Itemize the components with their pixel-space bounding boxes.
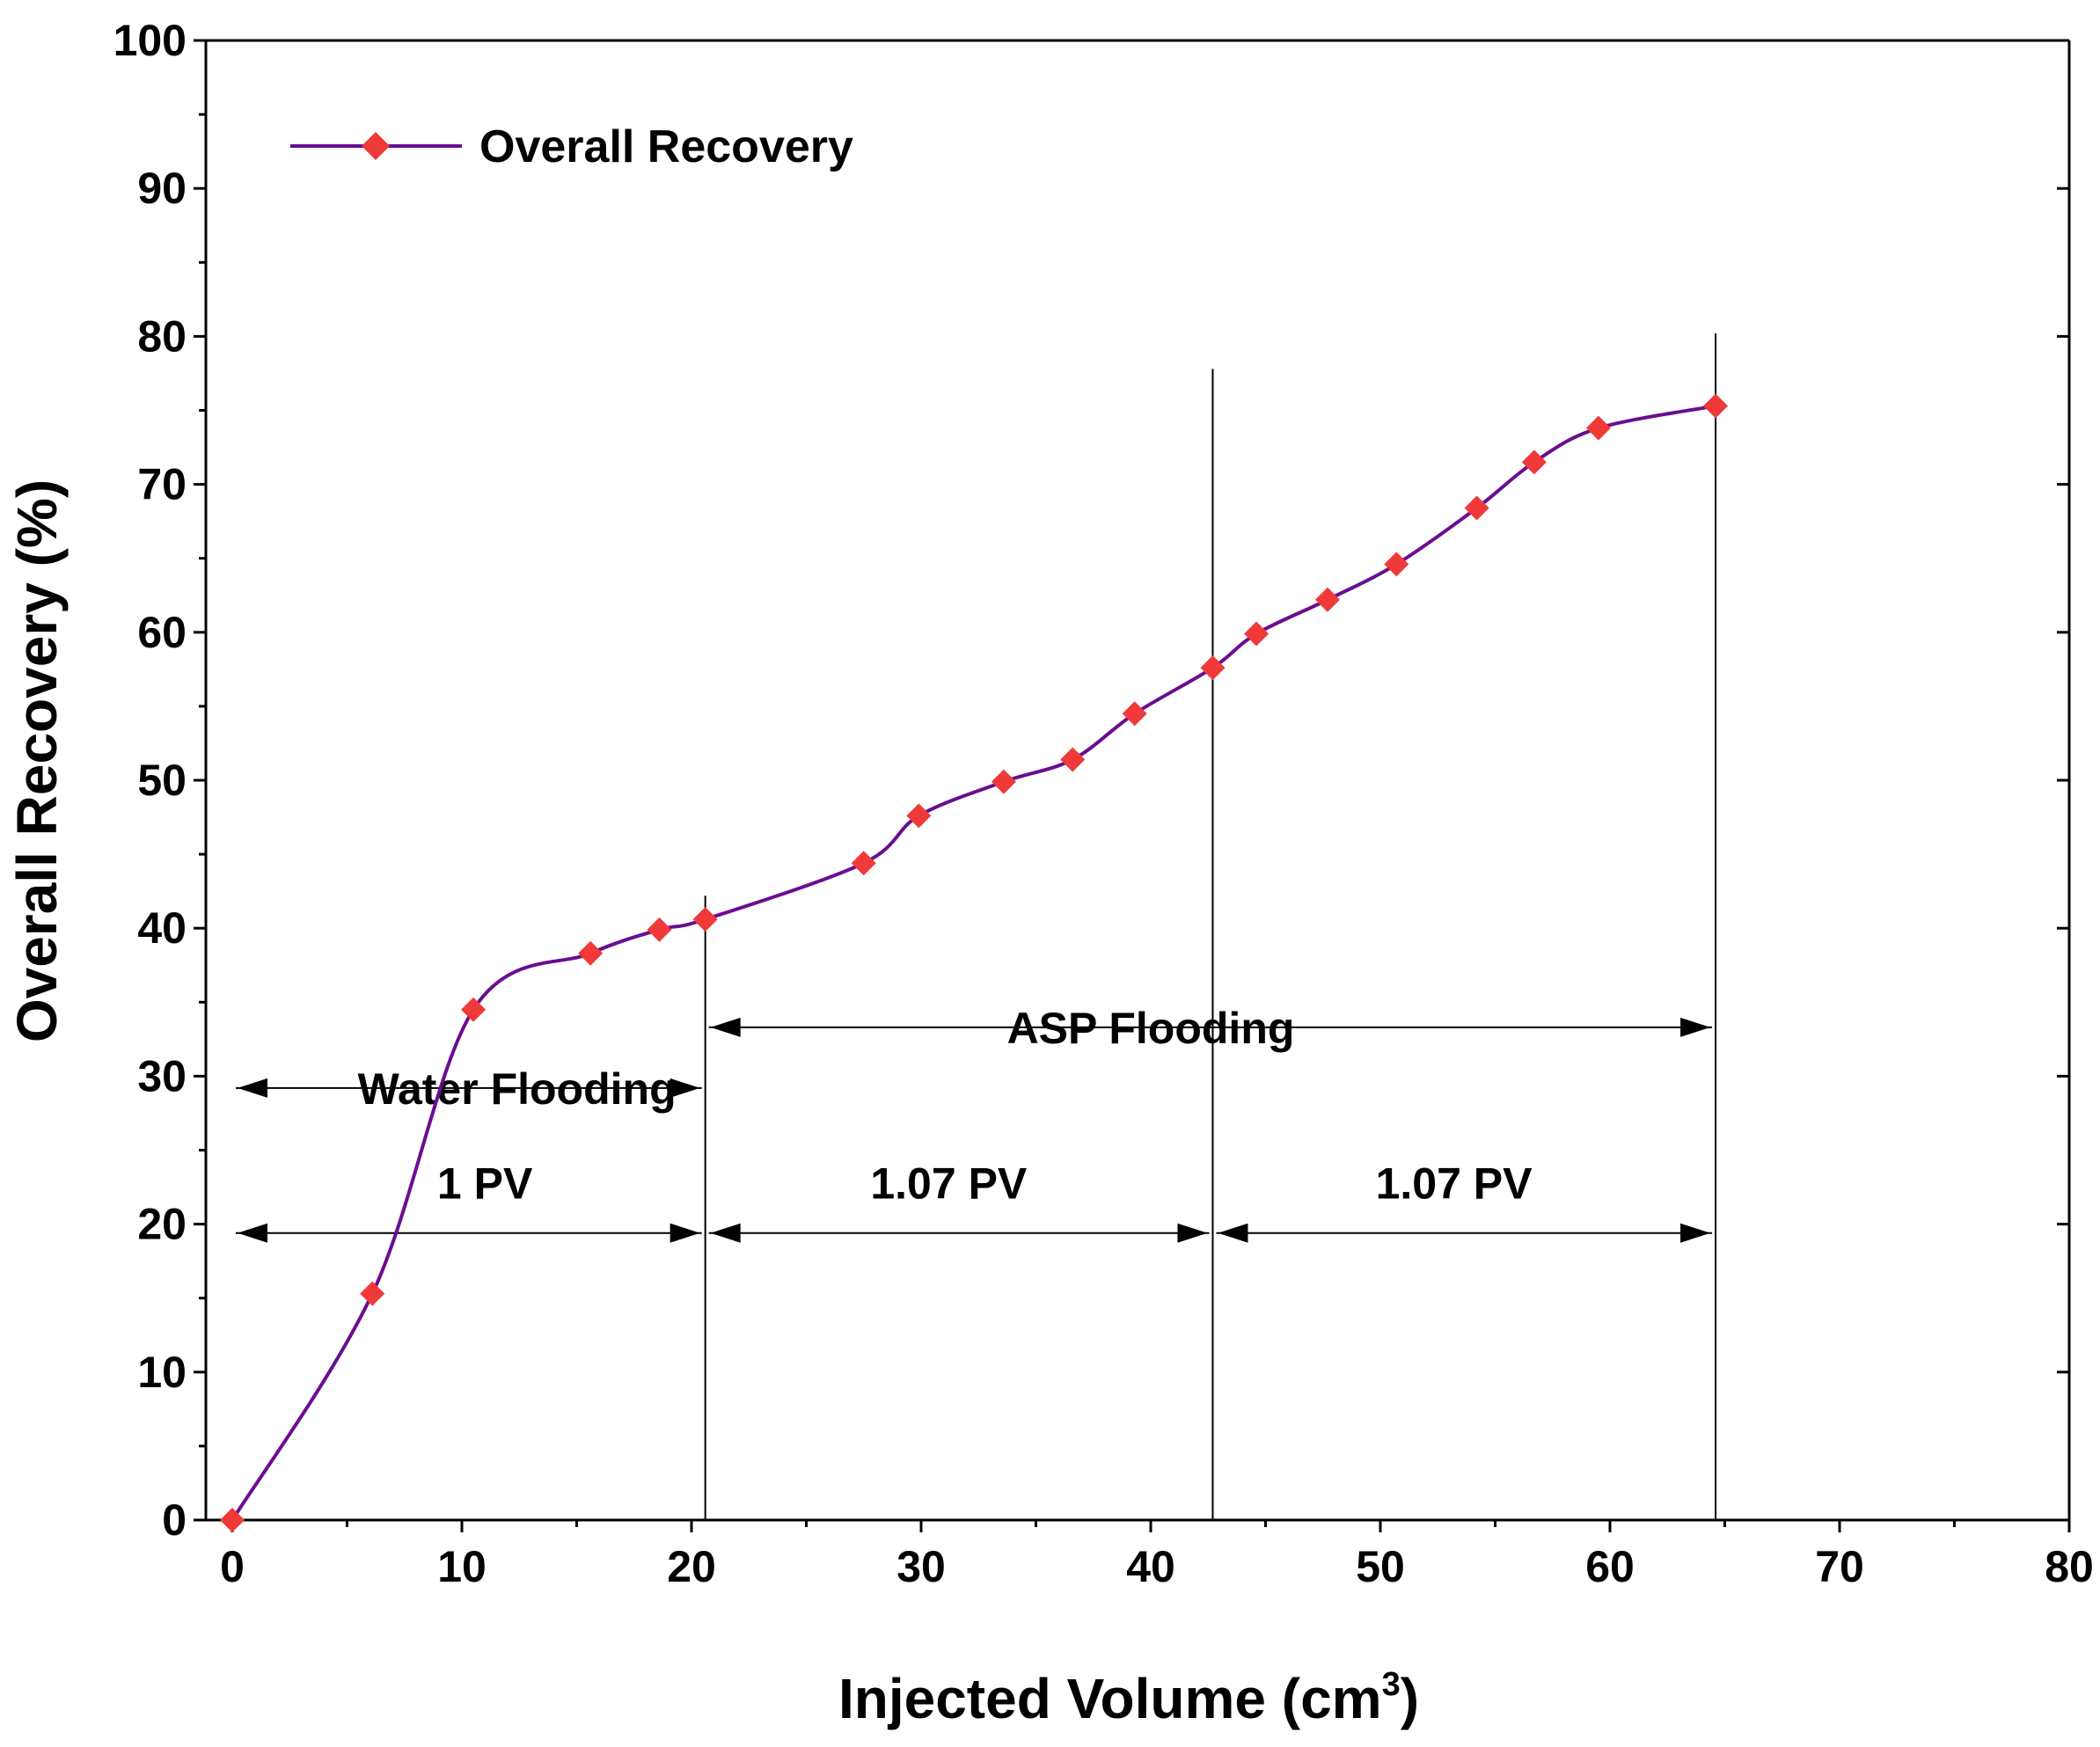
data-point-marker — [692, 907, 718, 932]
x-tick-label: 40 — [1126, 1542, 1175, 1591]
arrow-head — [238, 1078, 267, 1098]
arrow-head — [1218, 1223, 1248, 1243]
axis-ticks — [194, 39, 2071, 1532]
annotation-label: 1.07 PV — [870, 1159, 1028, 1209]
y-tick-label: 0 — [162, 1495, 187, 1545]
x-tick-label: 30 — [896, 1542, 946, 1591]
y-axis-title: Overall Recovery (%) — [5, 479, 69, 1042]
arrow-head — [710, 1223, 741, 1243]
data-point-marker — [1585, 415, 1611, 441]
y-tick-label: 80 — [137, 311, 187, 361]
x-tick-label: 60 — [1585, 1542, 1635, 1591]
x-axis-title-suffix: ) — [1401, 1667, 1419, 1730]
x-axis-title: Injected Volume (cm3) — [838, 1666, 1419, 1730]
plot-frame — [204, 39, 2071, 1522]
x-tick-label: 20 — [667, 1542, 716, 1591]
data-point-marker — [647, 917, 672, 942]
data-point-marker — [1060, 747, 1086, 772]
y-tick-label: 10 — [137, 1348, 187, 1397]
data-point-marker — [461, 997, 487, 1022]
data-point-marker — [1703, 393, 1729, 419]
x-tick-label: 10 — [437, 1542, 487, 1591]
y-tick-label: 100 — [113, 16, 187, 65]
series-layer — [220, 393, 1729, 1532]
y-tick-label: 60 — [137, 608, 187, 657]
data-point-marker — [906, 803, 932, 829]
x-tick-label: 0 — [220, 1542, 245, 1591]
data-point-marker — [1314, 587, 1340, 612]
x-tick-label: 80 — [2045, 1542, 2094, 1591]
data-point-marker — [851, 851, 876, 876]
data-point-marker — [991, 769, 1016, 794]
y-tick-label: 20 — [137, 1200, 187, 1249]
y-tick-label: 50 — [137, 756, 187, 805]
vertical-divider-lines — [704, 333, 1717, 1520]
arrow-head — [710, 1017, 741, 1037]
y-tick-label: 30 — [137, 1051, 187, 1100]
legend: Overall Recovery — [290, 121, 853, 172]
annotation-label: 1 PV — [437, 1159, 533, 1209]
y-tick-label: 40 — [137, 903, 187, 953]
data-point-marker — [1384, 552, 1409, 577]
y-tick-label: 90 — [137, 164, 187, 213]
annotation-label: Water Flooding — [358, 1064, 677, 1114]
arrow-head — [1177, 1223, 1208, 1243]
legend-marker-sample — [362, 132, 390, 160]
annotation-label: 1.07 PV — [1376, 1159, 1533, 1209]
arrow-head — [670, 1078, 700, 1098]
annotations: Water Flooding ASP Flooding 1 PV 1.07 PV 1.0… — [236, 1004, 1713, 1243]
arrow-head — [1680, 1017, 1711, 1037]
y-tick-label: 70 — [137, 460, 187, 509]
x-tick-label: 50 — [1356, 1542, 1405, 1591]
x-axis-title-main: Injected Volume (cm — [838, 1667, 1382, 1730]
x-axis-title-superscript: 3 — [1382, 1666, 1401, 1703]
axis-tick-labels: 0 10 20 30 40 50 60 70 80 90 100 0 10 20 30 40 50 60 70 80 — [113, 16, 2094, 1591]
data-point-marker — [578, 940, 604, 966]
series-line — [230, 404, 1716, 1522]
data-point-marker — [220, 1508, 245, 1532]
data-point-marker — [1244, 621, 1270, 647]
legend-label: Overall Recovery — [479, 121, 853, 172]
annotation-label: ASP Flooding — [1007, 1004, 1295, 1053]
data-point-marker — [1521, 450, 1547, 475]
data-point-marker — [1200, 655, 1226, 681]
arrow-head — [238, 1223, 267, 1243]
data-point-marker — [1122, 701, 1147, 727]
arrow-head — [670, 1223, 700, 1243]
arrow-head — [1680, 1223, 1711, 1243]
data-point-marker — [360, 1281, 385, 1306]
x-tick-label: 70 — [1815, 1542, 1864, 1591]
data-point-marker — [1464, 495, 1489, 521]
